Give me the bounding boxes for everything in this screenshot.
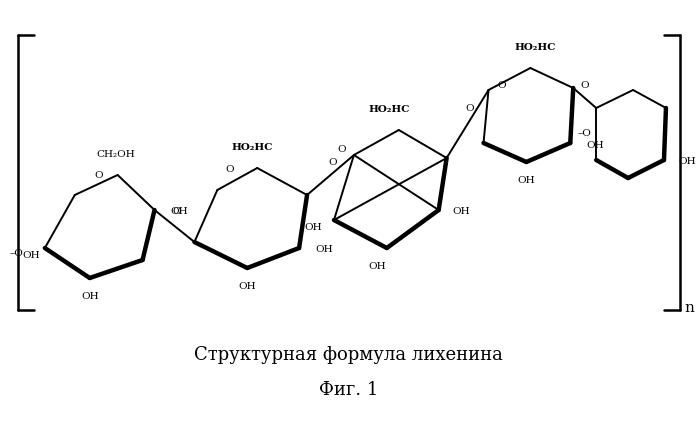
Text: O: O: [328, 158, 337, 167]
Text: OH: OH: [239, 282, 256, 291]
Text: Структурная формула лихенина: Структурная формула лихенина: [195, 346, 503, 364]
Text: O: O: [466, 104, 474, 113]
Text: –O: –O: [9, 248, 23, 257]
Text: OH: OH: [678, 157, 696, 166]
Text: O: O: [172, 207, 181, 216]
Text: O: O: [580, 81, 589, 90]
Text: OH: OH: [171, 208, 188, 217]
Text: HO₂HC: HO₂HC: [232, 143, 273, 152]
Text: Фиг. 1: Фиг. 1: [319, 381, 379, 399]
Text: O: O: [498, 81, 507, 90]
Text: OH: OH: [304, 224, 322, 233]
Text: OH: OH: [517, 176, 536, 185]
Text: HO₂HC: HO₂HC: [514, 43, 556, 52]
Text: OH: OH: [453, 208, 470, 217]
Text: OH: OH: [315, 245, 332, 254]
Text: O: O: [225, 165, 234, 174]
Text: HO₂HC: HO₂HC: [368, 105, 409, 114]
Text: CH₂OH: CH₂OH: [97, 150, 135, 159]
Text: –O: –O: [578, 130, 592, 139]
Text: O: O: [337, 145, 346, 154]
Text: OH: OH: [22, 251, 40, 260]
Text: O: O: [94, 171, 102, 180]
Text: n: n: [685, 301, 695, 315]
Text: OH: OH: [81, 292, 99, 301]
Text: OH: OH: [368, 262, 386, 271]
Text: OH: OH: [586, 141, 604, 149]
